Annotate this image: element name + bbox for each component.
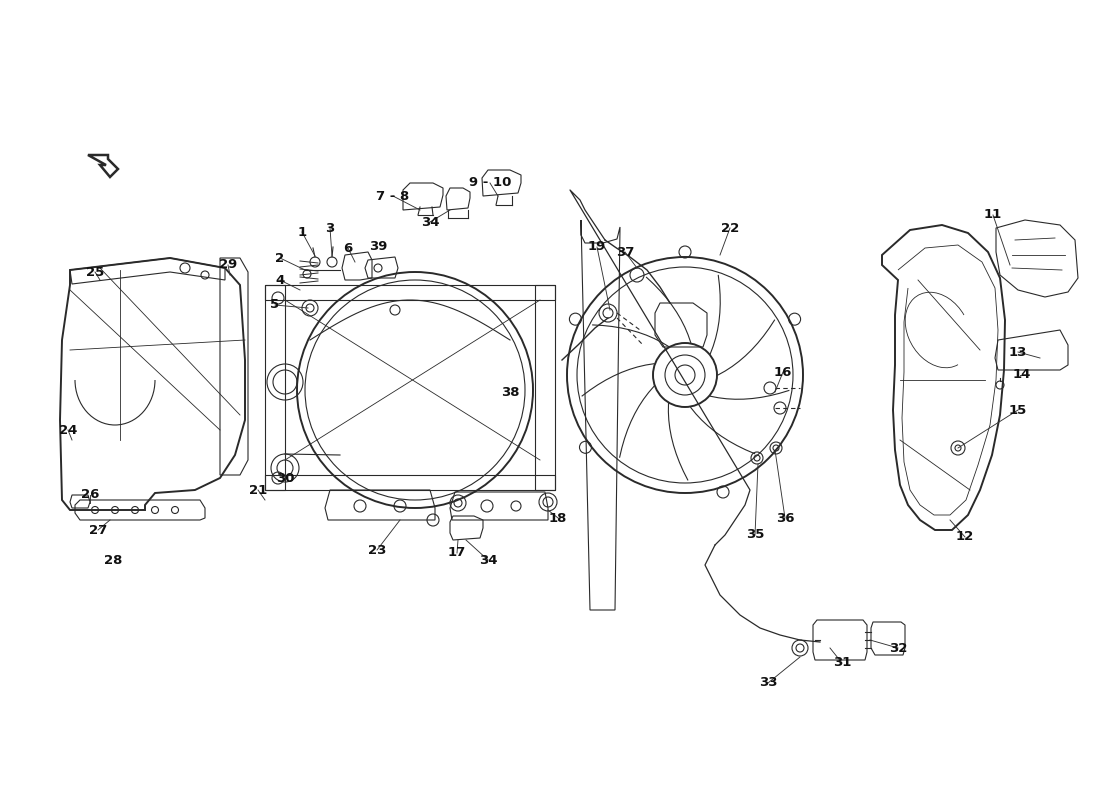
Text: 15: 15 bbox=[1009, 403, 1027, 417]
Text: 23: 23 bbox=[367, 543, 386, 557]
Text: 18: 18 bbox=[549, 511, 568, 525]
Text: 2: 2 bbox=[275, 251, 285, 265]
Text: 30: 30 bbox=[276, 471, 295, 485]
Text: 12: 12 bbox=[956, 530, 975, 543]
Text: 11: 11 bbox=[983, 209, 1002, 222]
Text: 19: 19 bbox=[587, 241, 606, 254]
Text: 26: 26 bbox=[80, 489, 99, 502]
Text: 21: 21 bbox=[249, 483, 267, 497]
Text: 25: 25 bbox=[86, 266, 104, 278]
Text: 1: 1 bbox=[297, 226, 307, 238]
Text: 14: 14 bbox=[1013, 369, 1031, 382]
Text: 32: 32 bbox=[889, 642, 908, 654]
Text: 16: 16 bbox=[773, 366, 792, 378]
Text: 36: 36 bbox=[776, 511, 794, 525]
Text: 27: 27 bbox=[89, 523, 107, 537]
Text: 6: 6 bbox=[343, 242, 353, 254]
Text: 34: 34 bbox=[478, 554, 497, 566]
Text: 29: 29 bbox=[219, 258, 238, 271]
Text: 38: 38 bbox=[500, 386, 519, 399]
Text: 17: 17 bbox=[448, 546, 466, 559]
Text: 33: 33 bbox=[759, 677, 778, 690]
Text: 28: 28 bbox=[103, 554, 122, 566]
Text: 39: 39 bbox=[368, 239, 387, 253]
Text: 22: 22 bbox=[720, 222, 739, 234]
Text: 5: 5 bbox=[271, 298, 279, 311]
Text: 4: 4 bbox=[275, 274, 285, 286]
Text: 31: 31 bbox=[833, 657, 851, 670]
Text: 35: 35 bbox=[746, 529, 764, 542]
Text: 24: 24 bbox=[58, 423, 77, 437]
Text: 7 - 8: 7 - 8 bbox=[376, 190, 409, 202]
Text: 34: 34 bbox=[420, 215, 439, 229]
Text: 13: 13 bbox=[1009, 346, 1027, 358]
Text: 9 - 10: 9 - 10 bbox=[469, 177, 512, 190]
Text: 37: 37 bbox=[616, 246, 635, 258]
Text: 3: 3 bbox=[326, 222, 334, 234]
